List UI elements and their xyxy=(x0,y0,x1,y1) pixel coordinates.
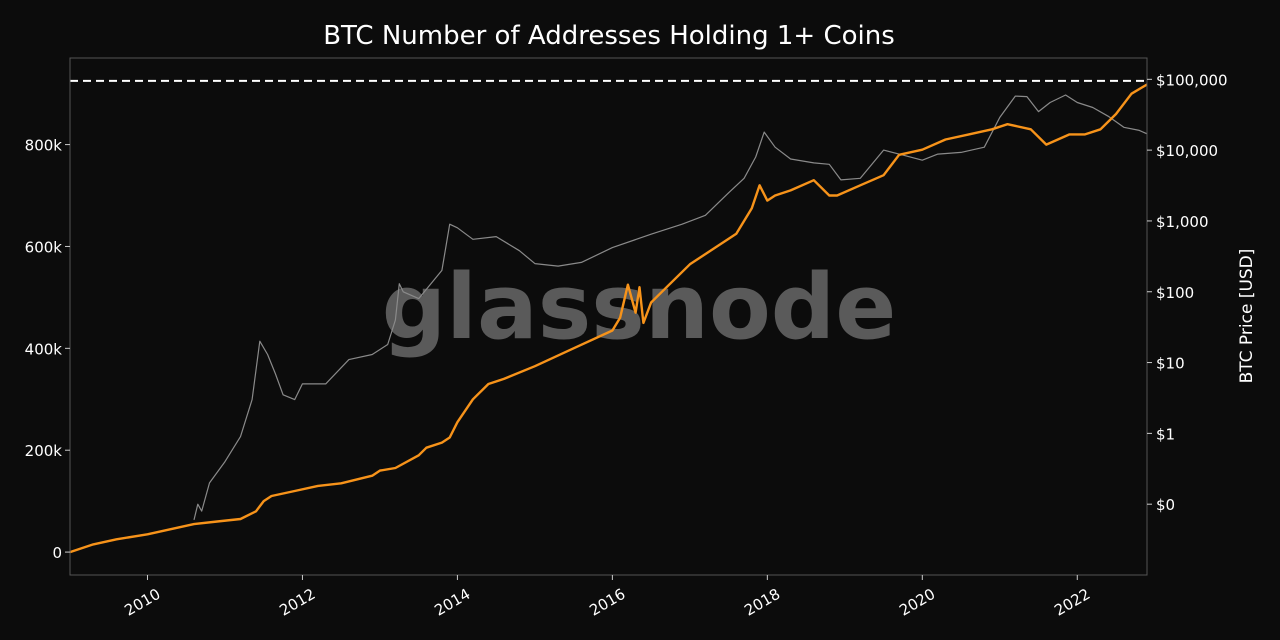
plot-frame xyxy=(69,57,1148,576)
y-tick-label: 0 xyxy=(52,544,62,562)
y-tick-label: 200k xyxy=(25,442,63,460)
y2-tick-label: $1 xyxy=(1156,425,1175,443)
y-tick-label: 800k xyxy=(25,137,63,155)
chart-title: BTC Number of Addresses Holding 1+ Coins xyxy=(323,21,895,51)
series-line-addresses xyxy=(69,83,1148,554)
y-tick-label: 400k xyxy=(25,340,63,358)
y2-tick-label: $100,000 xyxy=(1156,71,1228,89)
y-tick-label: 600k xyxy=(25,238,63,256)
y2-tick-label: $10 xyxy=(1156,355,1185,373)
watermark-logo: glassnode xyxy=(382,255,897,360)
y2-tick-label: $10,000 xyxy=(1156,142,1218,160)
y2-axis-label: BTC Price [USD] xyxy=(1237,249,1257,384)
y2-tick-label: $1,000 xyxy=(1156,213,1209,231)
plot-area xyxy=(69,79,1148,554)
y2-tick-label: $0 xyxy=(1156,496,1175,514)
y2-tick-label: $100 xyxy=(1156,284,1194,302)
series-line-btc-price xyxy=(193,94,1148,521)
